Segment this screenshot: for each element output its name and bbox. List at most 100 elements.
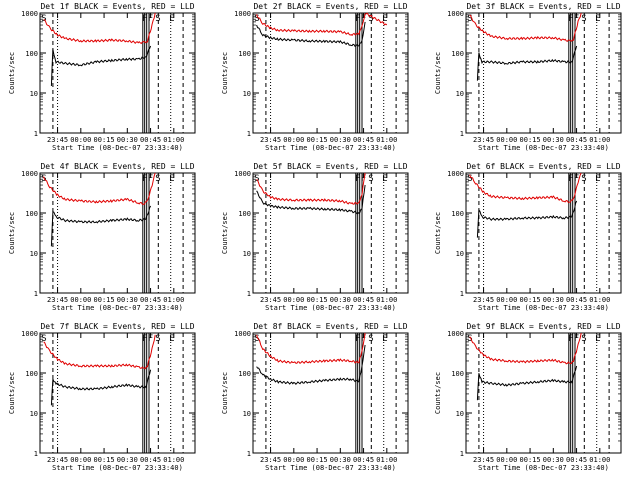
x-axis-label: Start Time (08-Dec-07 23:33:40) <box>478 144 609 152</box>
y-tick-label: 1 <box>460 130 464 138</box>
series-events-line <box>256 184 366 215</box>
y-tick-label: 10 <box>30 90 38 98</box>
plot-frame <box>39 172 196 294</box>
plot-frame <box>39 332 196 454</box>
x-tick-label: 00:00 <box>496 136 517 144</box>
x-tick-label: 01:00 <box>163 136 184 144</box>
x-tick-label: 01:00 <box>163 456 184 464</box>
marker-letter: F <box>361 334 366 344</box>
y-axis-label: Counts/sec <box>221 372 229 414</box>
x-tick-label: 00:00 <box>496 456 517 464</box>
x-tick-label: 00:15 <box>307 296 328 304</box>
plot-frame <box>39 12 196 134</box>
x-tick-label: 00:45 <box>353 136 374 144</box>
y-tick-label: 1000 <box>234 170 251 178</box>
chart-panel-4: Det 4f BLACK = Events, RED = LLD 1 10 100 10… <box>8 162 196 312</box>
y-tick-label: 100 <box>451 210 464 218</box>
x-tick-label: 00:45 <box>140 456 161 464</box>
y-tick-label: 100 <box>451 370 464 378</box>
y-tick-label: 10 <box>30 410 38 418</box>
plot-frame <box>252 332 409 454</box>
marker-letter: F <box>148 334 153 344</box>
y-tick-label: 1000 <box>447 170 464 178</box>
x-tick-label: 00:15 <box>94 136 115 144</box>
chart-title: Det 4f BLACK = Events, RED = LLD <box>40 162 194 171</box>
series-lld-line <box>469 172 582 203</box>
y-tick-label: 1000 <box>21 10 38 18</box>
x-tick-label: 00:30 <box>117 456 138 464</box>
marker-letter: S <box>581 14 586 24</box>
y-axis-label: Counts/sec <box>221 212 229 254</box>
x-tick-label: 00:15 <box>520 456 541 464</box>
x-tick-label: 00:30 <box>117 136 138 144</box>
x-axis-label: Start Time (08-Dec-07 23:33:40) <box>52 464 183 472</box>
y-tick-label: 100 <box>451 50 464 58</box>
series-events-line <box>256 21 366 47</box>
marker-letter: E <box>595 174 600 184</box>
series-lld-line <box>256 332 366 364</box>
x-tick-label: 01:00 <box>589 136 610 144</box>
chart-panel-5: Det 5f BLACK = Events, RED = LLD 1 10 100 10… <box>221 162 409 312</box>
series-lld-line <box>256 12 388 37</box>
x-tick-label: 00:45 <box>566 296 587 304</box>
x-tick-label: 00:45 <box>353 296 374 304</box>
chart-title: Det 3f BLACK = Events, RED = LLD <box>466 2 620 11</box>
y-tick-label: 10 <box>456 90 464 98</box>
y-axis-label: Counts/sec <box>8 52 16 94</box>
y-tick-label: 1000 <box>234 10 251 18</box>
y-axis-label: Counts/sec <box>8 212 16 254</box>
y-axis-label: Counts/sec <box>221 52 229 94</box>
y-axis-label: Counts/sec <box>434 372 442 414</box>
y-tick-label: 1 <box>460 290 464 298</box>
y-tick-label: 10 <box>30 250 38 258</box>
marker-letter: F <box>355 14 360 24</box>
x-tick-label: 23:45 <box>47 296 68 304</box>
marker-letter: E <box>595 334 600 344</box>
series-lld-line <box>43 12 156 45</box>
x-tick-label: 00:15 <box>307 456 328 464</box>
chart-panel-6: Det 6f BLACK = Events, RED = LLD 1 10 100 10… <box>434 162 622 312</box>
series-events-line <box>50 45 152 87</box>
marker-letter: F <box>142 334 147 344</box>
y-tick-label: 100 <box>25 370 38 378</box>
marker-letter: S <box>467 174 472 184</box>
marker-letter: F <box>574 334 579 344</box>
x-tick-label: 00:45 <box>140 296 161 304</box>
y-tick-label: 1000 <box>21 330 38 338</box>
x-tick-label: 23:45 <box>260 456 281 464</box>
x-tick-label: 01:00 <box>376 136 397 144</box>
y-tick-label: 1 <box>34 450 38 458</box>
x-tick-label: 23:45 <box>260 136 281 144</box>
x-tick-label: 00:45 <box>566 136 587 144</box>
series-lld-line <box>43 172 156 205</box>
chart-panel-1: Det 1f BLACK = Events, RED = LLD 1 10 100 10… <box>8 2 196 152</box>
y-axis-label: Counts/sec <box>8 372 16 414</box>
x-tick-label: 00:45 <box>140 136 161 144</box>
x-tick-label: 00:00 <box>70 136 91 144</box>
series-events-line <box>50 205 152 247</box>
y-tick-label: 1000 <box>234 330 251 338</box>
series-events-line <box>476 365 578 401</box>
y-tick-label: 10 <box>243 410 251 418</box>
x-tick-label: 00:00 <box>283 456 304 464</box>
x-tick-label: 00:00 <box>70 296 91 304</box>
x-axis-label: Start Time (08-Dec-07 23:33:40) <box>52 304 183 312</box>
chart-title: Det 7f BLACK = Events, RED = LLD <box>40 322 194 331</box>
marker-letter: E <box>169 334 174 344</box>
marker-letter: F <box>574 14 579 24</box>
x-tick-label: 00:30 <box>543 456 564 464</box>
chart-panel-7: Det 7f BLACK = Events, RED = LLD 1 10 100 10… <box>8 322 196 472</box>
marker-letter: S <box>467 14 472 24</box>
x-tick-label: 00:00 <box>70 456 91 464</box>
x-tick-label: 23:45 <box>47 456 68 464</box>
marker-letter: S <box>41 334 46 344</box>
y-tick-label: 1 <box>34 290 38 298</box>
plot-frame <box>465 12 622 134</box>
marker-letter: F <box>355 174 360 184</box>
marker-letter: S <box>155 334 160 344</box>
series-events-line <box>256 344 366 385</box>
series-lld-line <box>469 12 582 43</box>
x-tick-label: 00:30 <box>330 296 351 304</box>
x-axis-label: Start Time (08-Dec-07 23:33:40) <box>265 464 396 472</box>
